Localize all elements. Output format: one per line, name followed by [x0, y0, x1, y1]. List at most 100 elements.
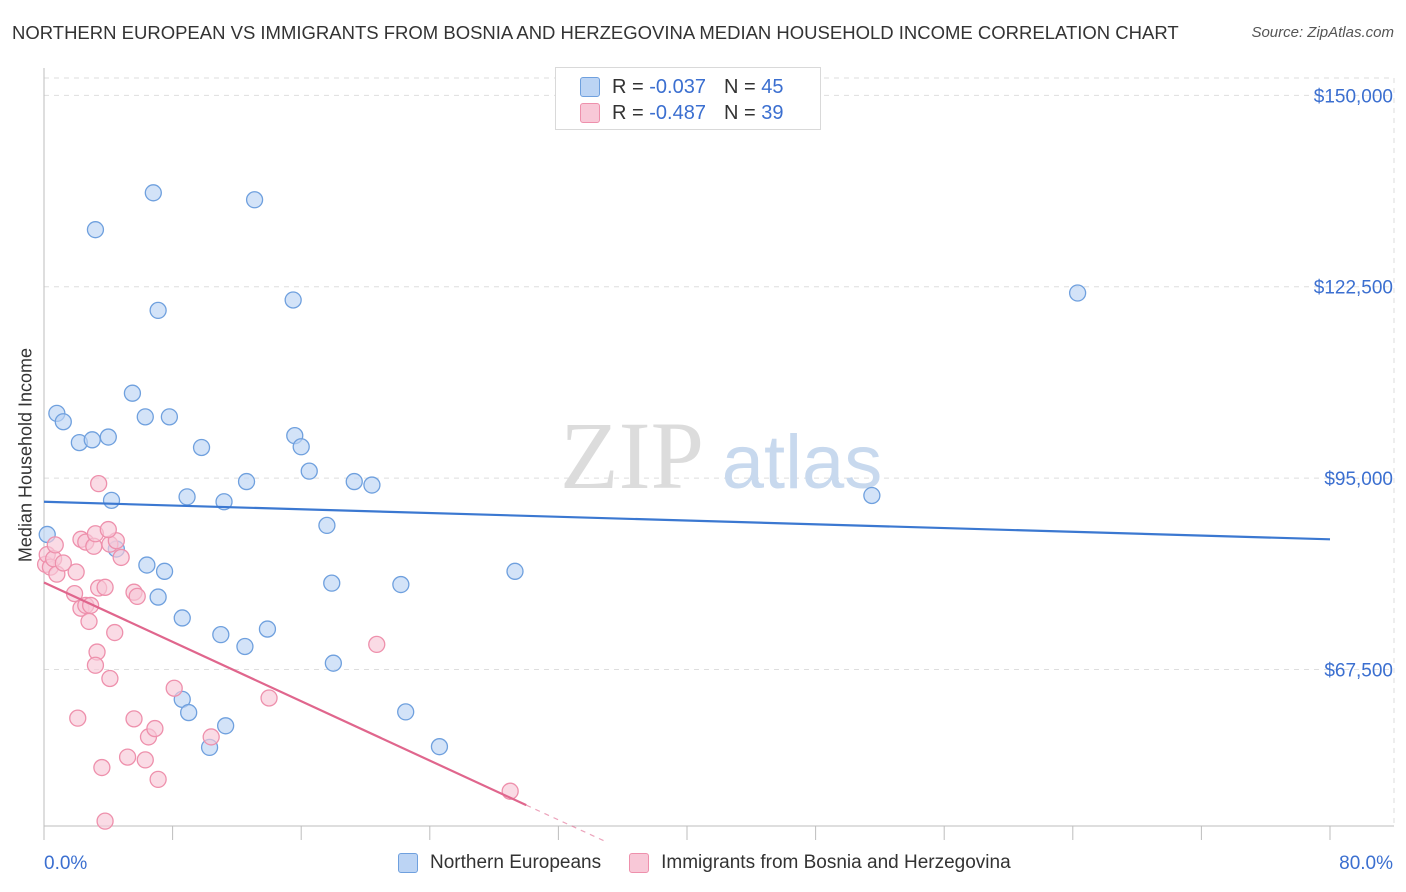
point-bosnia-immigrant — [69, 709, 87, 727]
trend-line-bosnia — [43, 581, 527, 807]
legend-row-northern: R = -0.037 N = 45 — [580, 75, 783, 99]
legend-swatch-northern — [580, 77, 600, 97]
point-bosnia-immigrant — [99, 520, 117, 539]
point-northern-european — [430, 738, 449, 756]
legend-swatch-northern — [398, 853, 418, 873]
point-northern-european — [99, 428, 117, 446]
point-northern-european — [180, 703, 198, 722]
point-bosnia-immigrant — [93, 758, 111, 777]
point-northern-european — [212, 626, 230, 644]
point-bosnia-immigrant — [149, 770, 167, 789]
point-northern-european — [300, 462, 318, 480]
y-tick-label: $150,000 — [1314, 86, 1393, 107]
point-bosnia-immigrant — [86, 656, 105, 674]
point-bosnia-immigrant — [96, 812, 114, 830]
point-bosnia-immigrant — [80, 612, 98, 631]
n-label: N = — [723, 101, 762, 124]
legend-swatch-bosnia — [580, 103, 600, 123]
point-bosnia-immigrant — [67, 563, 85, 581]
point-northern-european — [123, 384, 142, 402]
point-northern-european — [178, 488, 196, 506]
point-bosnia-immigrant — [106, 623, 124, 642]
point-northern-european — [397, 703, 415, 721]
point-northern-european — [192, 438, 211, 457]
point-northern-european — [83, 431, 101, 449]
point-bosnia-immigrant — [146, 719, 164, 738]
point-northern-european — [392, 575, 410, 594]
gridlines — [44, 77, 1395, 826]
point-bosnia-immigrant — [165, 679, 183, 697]
point-bosnia-immigrant — [202, 728, 220, 746]
point-northern-european — [216, 717, 235, 735]
point-bosnia-immigrant — [112, 548, 130, 567]
y-tick-label: $67,500 — [1324, 660, 1393, 681]
point-northern-european — [86, 221, 105, 239]
point-northern-european — [149, 588, 167, 606]
point-northern-european — [506, 562, 524, 580]
r-label: R = — [612, 101, 650, 124]
point-bosnia-immigrant — [125, 710, 143, 728]
y-tick-label: $95,000 — [1324, 469, 1393, 490]
legend-item-bosnia[interactable]: Immigrants from Bosnia and Herzegovina — [629, 852, 1011, 874]
point-northern-european — [136, 408, 154, 426]
legend-swatch-bosnia — [629, 853, 650, 873]
n-value: 45 — [761, 75, 784, 98]
r-label: R = — [612, 75, 650, 98]
point-northern-european — [149, 301, 167, 320]
point-bosnia-immigrant — [128, 587, 146, 606]
trend-line-northern — [43, 500, 1331, 541]
point-bosnia-immigrant — [101, 669, 119, 688]
point-northern-european — [1068, 284, 1087, 302]
point-northern-european — [323, 574, 341, 592]
point-bosnia-immigrant — [96, 578, 114, 596]
y-tick-label: $122,500 — [1314, 278, 1393, 299]
point-bosnia-immigrant — [54, 554, 72, 572]
r-value: -0.037 — [649, 75, 706, 98]
legend-item-northern[interactable]: Northern Europeans — [398, 852, 601, 874]
n-label: N = — [723, 75, 762, 98]
r-value: -0.487 — [649, 101, 706, 124]
legend-label-northern: Northern Europeans — [430, 852, 602, 873]
point-northern-european — [102, 491, 121, 510]
point-northern-european — [155, 562, 174, 580]
series-legend: Northern Europeans Immigrants from Bosni… — [398, 852, 1039, 874]
point-northern-european — [292, 438, 310, 456]
point-bosnia-immigrant — [368, 635, 386, 654]
point-bosnia-immigrant — [260, 689, 278, 707]
point-northern-european — [173, 609, 191, 627]
point-northern-european — [138, 556, 156, 574]
n-value: 39 — [761, 101, 784, 124]
source-label: Source: ZipAtlas.com — [1251, 24, 1394, 41]
point-northern-european — [345, 472, 363, 491]
watermark-zip: ZIP — [560, 402, 704, 509]
chart-title: NORTHERN EUROPEAN VS IMMIGRANTS FROM BOS… — [12, 22, 1179, 43]
point-northern-european — [258, 620, 277, 638]
correlation-legend: R = -0.037 N = 45 R = -0.487 N = 39 — [555, 67, 821, 130]
x-tick-label: 0.0% — [44, 853, 87, 874]
point-bosnia-immigrant — [90, 475, 108, 493]
trend-line-bosnia-extension — [525, 804, 607, 843]
point-northern-european — [863, 486, 881, 505]
point-northern-european — [284, 291, 302, 309]
point-northern-european — [236, 637, 254, 656]
legend-label-bosnia: Immigrants from Bosnia and Herzegovina — [661, 852, 1011, 873]
trend-lines — [43, 500, 1331, 843]
point-northern-european — [363, 476, 381, 494]
watermark-atlas: atlas — [722, 420, 883, 505]
point-bosnia-immigrant — [118, 748, 137, 766]
point-northern-european — [215, 493, 233, 511]
point-northern-european — [54, 413, 72, 431]
point-northern-european — [160, 408, 179, 426]
tick-labels: $150,000 $122,500 $95,000 $67,500 0.0% 80.0% — [44, 86, 1393, 874]
point-northern-european — [237, 472, 256, 491]
point-bosnia-immigrant — [46, 536, 64, 554]
point-northern-european — [245, 191, 264, 209]
axes — [43, 68, 1394, 840]
point-bosnia-immigrant — [136, 751, 154, 769]
point-northern-european — [318, 516, 336, 535]
point-northern-european — [324, 654, 343, 672]
x-tick-label: 80.0% — [1339, 853, 1393, 874]
legend-row-bosnia: R = -0.487 N = 39 — [580, 101, 783, 125]
point-northern-european — [144, 184, 162, 202]
